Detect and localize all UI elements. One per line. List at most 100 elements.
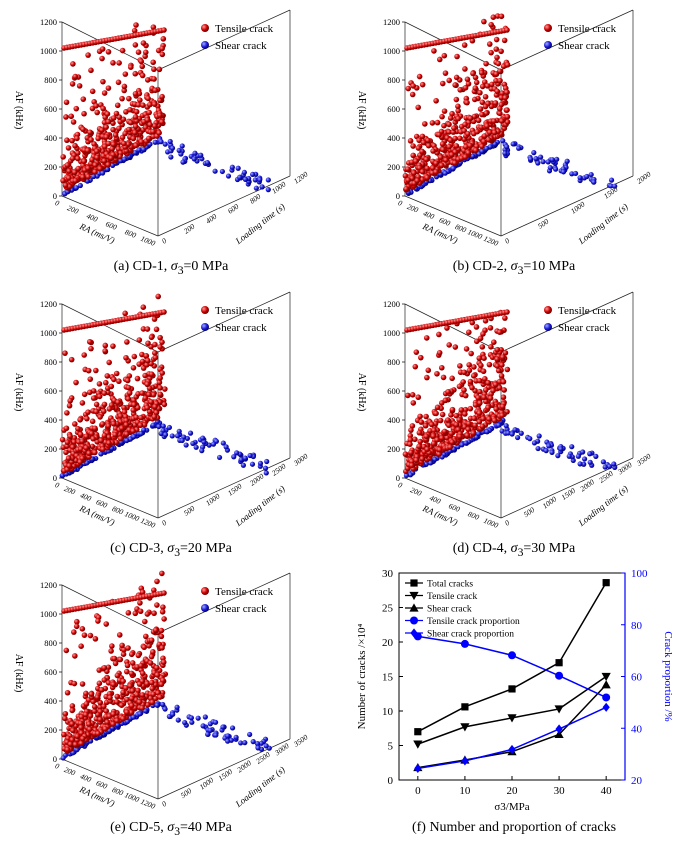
tensile-point (455, 426, 462, 433)
tensile-point (492, 381, 499, 388)
tensile-point (139, 72, 146, 79)
time-tick-label: 0 (503, 236, 511, 246)
tensile-point (140, 326, 147, 332)
tensile-point (111, 655, 118, 662)
tensile-point (68, 113, 75, 120)
tensile-point (161, 309, 167, 315)
shear-point (143, 708, 149, 714)
tensile-point (414, 177, 421, 184)
left-tick-label: 30 (382, 568, 394, 580)
tensile-point (442, 397, 449, 404)
shear-point (549, 157, 555, 163)
tensile-point (464, 99, 470, 106)
tensile-point (70, 119, 77, 125)
tensile-point (474, 128, 481, 135)
tensile-point (120, 715, 126, 722)
shear-point (131, 434, 137, 440)
time-tick-label: 2000 (635, 170, 653, 186)
shear-point (564, 158, 570, 164)
tensile-point (152, 695, 159, 702)
shear-point (580, 449, 586, 455)
z-tick-label: 1000 (383, 46, 400, 56)
tensile-point (499, 403, 506, 410)
ra-axis-line (61, 758, 159, 800)
tensile-point (502, 315, 508, 321)
shear-point (257, 177, 263, 183)
tensile-point (70, 61, 76, 67)
tensile-point (494, 356, 500, 362)
legend-tensile-label: Tensile crack (215, 23, 274, 35)
ra-axis-line (404, 477, 502, 519)
tensile-point (78, 643, 84, 649)
shear-point (252, 177, 258, 183)
shear-point (235, 165, 241, 171)
z-tick-label: 1000 (40, 328, 57, 338)
shear-point (255, 745, 261, 751)
tensile-point (449, 110, 455, 117)
right-tick-label: 20 (631, 775, 643, 787)
tensile-point (433, 97, 439, 104)
tensile-point (152, 341, 158, 348)
left-tick-label: 15 (382, 672, 394, 684)
tensile-point (135, 49, 142, 55)
shear-point (138, 430, 144, 437)
tensile-point (154, 602, 160, 608)
ra-tick-label: 1000 (466, 227, 484, 241)
panel-cd4: 0 200 400 600 800 1000 1200 AF (kHz) 0 200 400 600 8… (343, 282, 685, 537)
tensile-point (493, 36, 500, 43)
tensile-point (114, 672, 121, 679)
tensile-point (144, 77, 151, 83)
tensile-point (64, 162, 71, 168)
right-tick-label: 80 (631, 620, 643, 632)
tensile-point (158, 681, 165, 688)
tensile-point (413, 457, 420, 463)
shear-point (254, 741, 261, 747)
tensile-point (408, 458, 415, 465)
tensile-point (466, 329, 472, 336)
tensile-point (94, 148, 100, 154)
line-chart-crack-counts: 0 5 10 15 20 25 30 20 40 60 80 100 0 10 20 30 40 σ3/MPa Nu… (356, 568, 674, 813)
tensile-point (470, 70, 476, 77)
time-tick-label: 1500 (560, 486, 578, 502)
tensile-point (100, 408, 107, 415)
tensile-point (81, 110, 87, 117)
tensile-point (483, 398, 489, 405)
tensile-point (159, 370, 166, 376)
z-axis-label: AF (kHz) (356, 373, 367, 412)
top-edge-line (61, 584, 159, 634)
shear-point (450, 165, 456, 171)
tensile-point (112, 431, 118, 438)
ra-tick-label: 600 (104, 219, 118, 232)
tensile-point (114, 717, 120, 724)
tensile-point (456, 417, 462, 423)
z-tick-label: 1000 (40, 46, 57, 56)
tensile-point (498, 118, 505, 124)
tensile-point (430, 433, 437, 439)
tensile-point (441, 108, 448, 114)
tensile-point (458, 407, 465, 413)
marker-square (410, 579, 418, 587)
tensile-point (101, 390, 108, 396)
tensile-point (83, 690, 89, 697)
shear-point (588, 171, 594, 178)
tensile-point (478, 124, 485, 131)
tensile-point (472, 74, 479, 81)
z-tick-label: 400 (44, 133, 57, 143)
tensile-point (424, 174, 430, 181)
shear-point (156, 423, 162, 430)
shear-point (238, 740, 244, 746)
tensile-point (152, 354, 159, 361)
tensile-point (124, 662, 131, 669)
tensile-point (110, 711, 117, 717)
tensile-point (419, 455, 426, 462)
shear-point (115, 722, 121, 728)
tensile-point (99, 46, 106, 52)
tensile-point (494, 363, 501, 369)
tensile-point (408, 427, 414, 433)
marker-square (461, 703, 469, 711)
time-tick-label: 2500 (597, 469, 615, 485)
tensile-point (69, 720, 75, 727)
tensile-point (139, 63, 146, 70)
shear-point (158, 430, 164, 437)
tensile-point (126, 126, 132, 133)
